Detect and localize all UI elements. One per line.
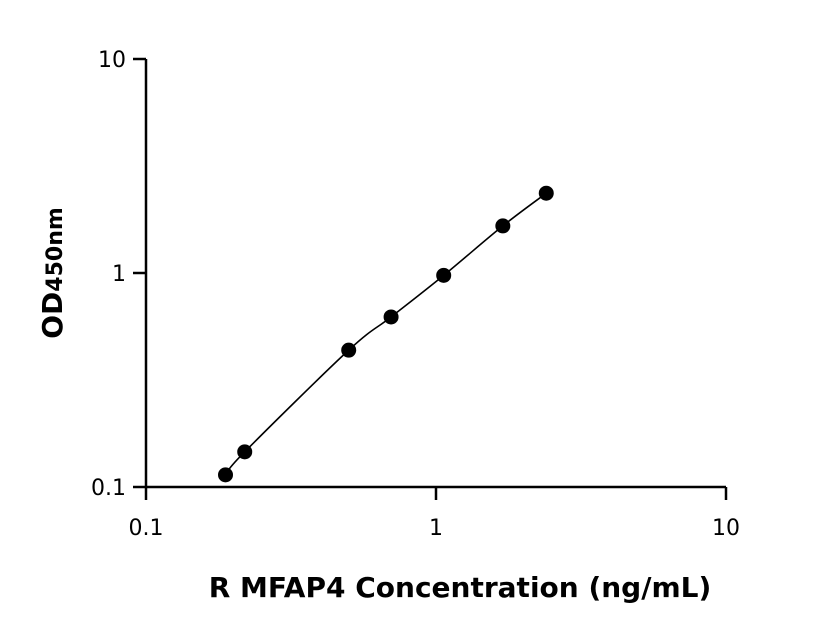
y-tick-label: 1 xyxy=(112,262,126,287)
data-point xyxy=(218,467,234,483)
x-tick-label: 1 xyxy=(429,516,443,541)
y-ticks: 0.1 1 10 xyxy=(91,48,146,501)
x-tick-label: 0.1 xyxy=(129,516,164,541)
data-point xyxy=(383,309,399,325)
data-point xyxy=(237,444,253,460)
data-point xyxy=(341,342,357,358)
x-axis: 0.1 1 10 R MFAP4 Concentration (ng/mL) xyxy=(129,485,740,604)
data-points xyxy=(218,185,554,483)
x-tick-label: 10 xyxy=(712,516,740,541)
x-ticks: 0.1 1 10 xyxy=(129,487,740,541)
y-axis-title-subscript: 450nm xyxy=(43,207,68,292)
fit-curve xyxy=(224,192,547,476)
y-tick-label: 0.1 xyxy=(91,476,126,501)
x-axis-title: R MFAP4 Concentration (ng/mL) xyxy=(209,571,712,604)
y-axis-title-main: OD xyxy=(36,292,69,339)
data-point xyxy=(538,185,554,201)
data-point xyxy=(436,267,452,283)
data-point xyxy=(495,218,511,234)
y-tick-label: 10 xyxy=(98,48,126,73)
y-axis-title: OD450nm xyxy=(36,207,69,339)
plot-area xyxy=(218,185,554,483)
y-axis: 0.1 1 10 OD450nm xyxy=(36,48,148,501)
